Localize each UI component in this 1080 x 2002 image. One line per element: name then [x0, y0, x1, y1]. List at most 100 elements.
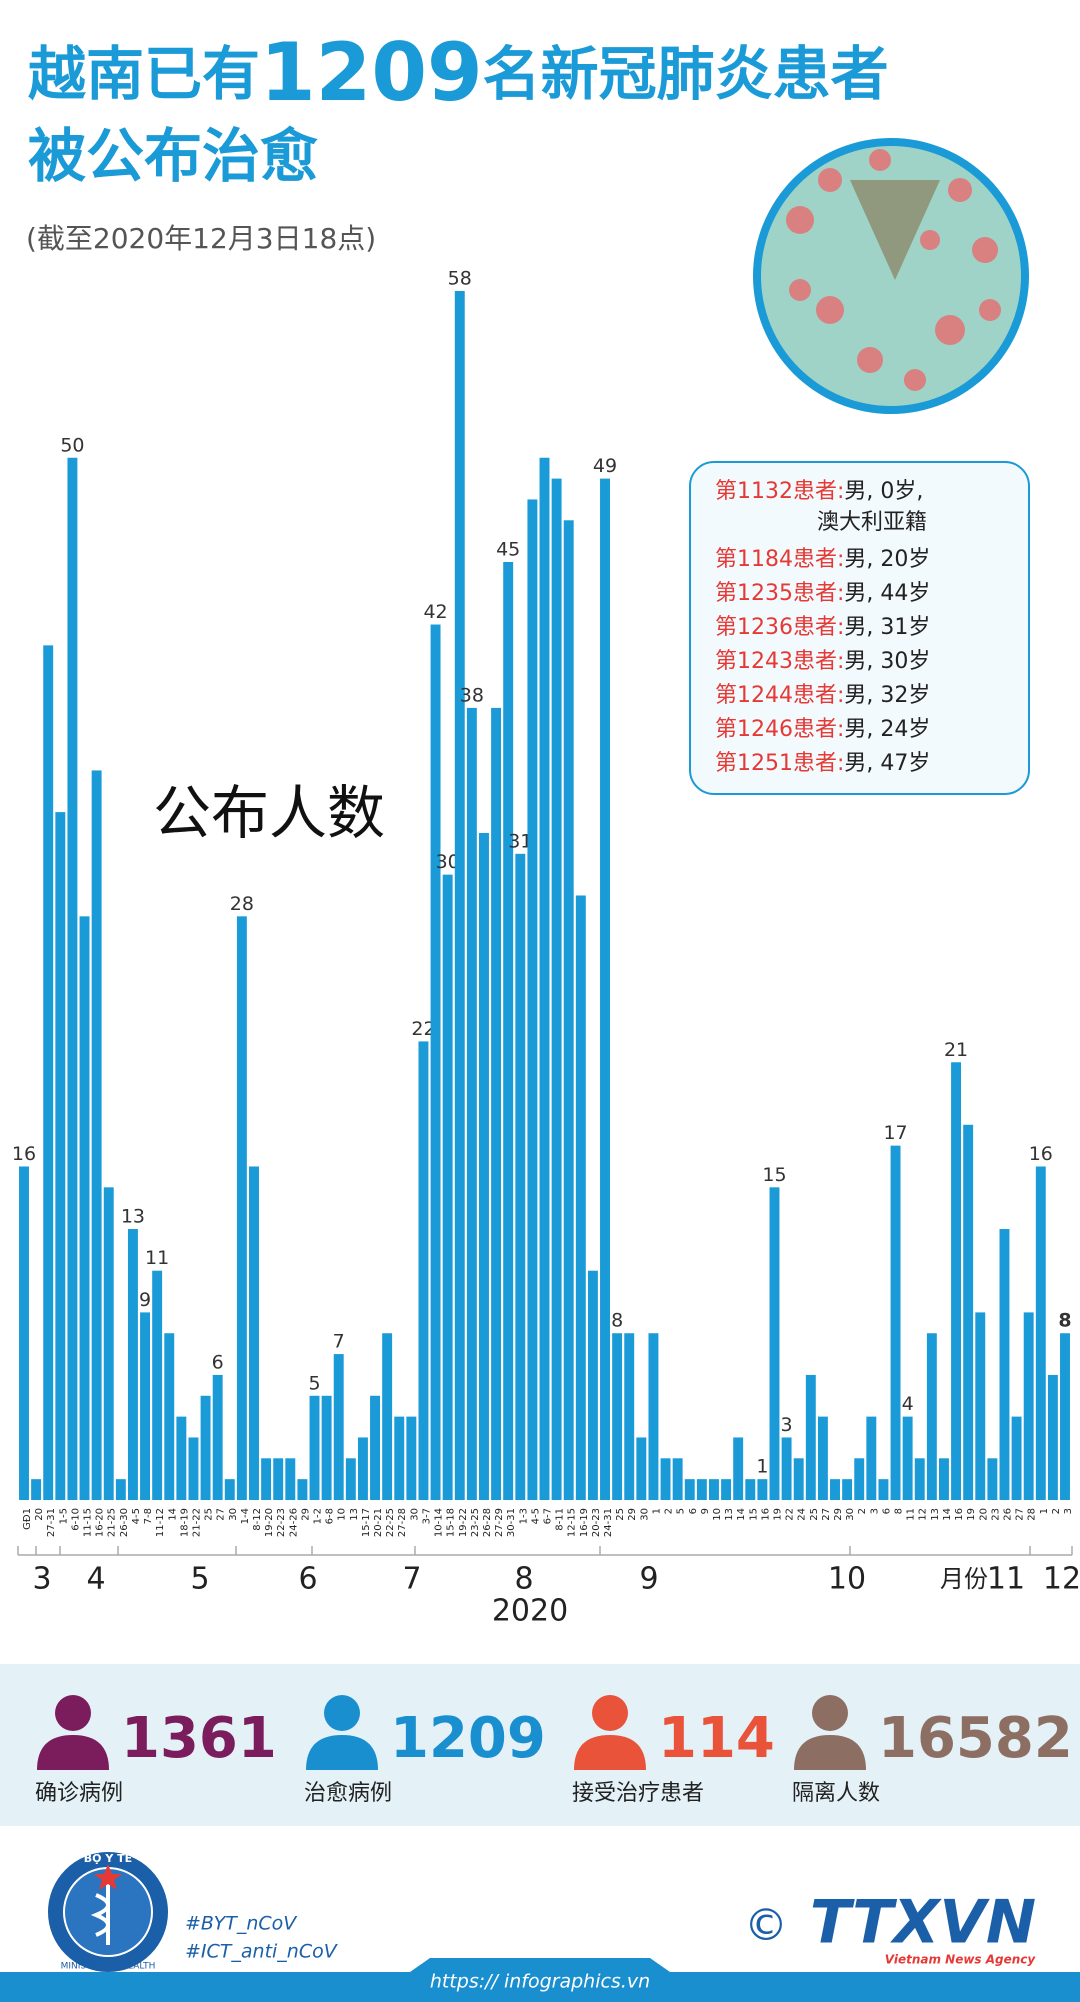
bar	[1035, 1166, 1046, 1500]
bar	[430, 624, 441, 1500]
x-tick-label: 15-17	[361, 1508, 372, 1537]
bar	[575, 895, 586, 1500]
data-label: 3	[781, 1414, 793, 1436]
bar	[987, 1458, 998, 1500]
x-tick-label: 27	[821, 1508, 832, 1521]
bar	[1047, 1374, 1058, 1500]
patient-desc: 男, 24岁	[844, 717, 930, 742]
x-tick-label: 24	[797, 1508, 808, 1521]
virus-image	[753, 138, 1029, 414]
stat-value: 1361	[121, 1706, 277, 1771]
data-label: 8	[611, 1310, 623, 1332]
bottom-bar	[0, 1972, 1080, 2002]
person-icon	[574, 1735, 646, 1770]
x-tick-label: 27-31	[46, 1508, 57, 1537]
x-tick-label: 4-5	[530, 1508, 541, 1524]
x-tick-label: 26-30	[119, 1508, 130, 1537]
x-tick-label: 20	[34, 1508, 45, 1521]
x-tick-label: 11	[906, 1508, 917, 1521]
bar	[600, 478, 610, 1500]
bar	[587, 1270, 598, 1500]
person-icon	[592, 1695, 628, 1731]
bar	[442, 874, 453, 1500]
bar	[878, 1479, 889, 1500]
bar	[793, 1458, 804, 1500]
logo-sub: MINISTRY OF HEALTH	[61, 1962, 156, 1972]
month-label: 12	[1043, 1562, 1080, 1597]
bar	[236, 916, 247, 1500]
x-tick-label: 16	[760, 1508, 771, 1521]
data-label: 17	[883, 1122, 907, 1144]
logo-text: BỘ Y TẾ	[84, 1850, 133, 1865]
x-tick-label: 18-19	[179, 1508, 190, 1537]
data-label: 58	[448, 268, 472, 290]
x-tick-label: 1-3	[518, 1508, 529, 1524]
bar	[285, 1458, 296, 1500]
bar	[382, 1333, 393, 1500]
bar	[164, 1333, 175, 1500]
data-label: 21	[944, 1039, 968, 1061]
bar	[321, 1395, 332, 1500]
bar	[842, 1479, 853, 1500]
x-tick-label: 3	[1063, 1508, 1074, 1514]
data-label: 30	[436, 851, 460, 873]
x-tick-label: 30	[639, 1508, 650, 1521]
stats-band	[0, 1664, 1080, 1826]
title: 越南已有1209名新冠肺炎患者	[28, 26, 889, 119]
x-tick-label: 20	[978, 1508, 989, 1521]
patient-desc: 澳大利亚籍	[817, 510, 927, 535]
x-tick-label: 24-26	[288, 1508, 299, 1537]
x-tick-label: 13	[930, 1508, 941, 1521]
patient-row: 第1243患者:男, 30岁	[715, 649, 930, 674]
x-tick-label: 8-12	[252, 1508, 263, 1531]
data-label: 8	[1058, 1310, 1071, 1332]
x-tick-label: 2	[664, 1508, 675, 1514]
x-tick-label: 15-18	[446, 1508, 457, 1537]
bar	[1060, 1333, 1070, 1500]
x-tick-label: 14	[942, 1508, 953, 1521]
bar	[91, 770, 102, 1500]
chart-annotation: 公布人数	[153, 779, 385, 847]
person-icon	[324, 1695, 360, 1731]
bar	[345, 1458, 356, 1500]
x-tick-label: 1-4	[240, 1508, 251, 1524]
x-tick-label: 23	[990, 1508, 1001, 1521]
bar	[926, 1333, 937, 1500]
patient-desc: 男, 32岁	[844, 683, 930, 708]
bar	[261, 1458, 272, 1500]
x-tick-label: 25	[809, 1508, 820, 1521]
person-icon	[812, 1695, 848, 1731]
bar	[636, 1437, 647, 1500]
bar	[127, 1229, 138, 1500]
bar	[152, 1270, 163, 1500]
url: https:// infographics.vn	[430, 1971, 650, 1993]
bar	[938, 1458, 949, 1500]
bar	[103, 1187, 114, 1500]
x-tick-label: 14	[167, 1508, 178, 1521]
bar	[890, 1145, 901, 1500]
agency-logo: TTXVN	[810, 1888, 1036, 1958]
x-tick-label: 12-15	[567, 1508, 578, 1537]
x-tick-label: 6	[688, 1508, 699, 1514]
bar	[67, 457, 78, 1501]
bar	[176, 1416, 187, 1500]
month-axis-label: 月份	[940, 1565, 988, 1593]
data-label: 22	[411, 1018, 435, 1040]
bar	[503, 561, 514, 1500]
data-label: 31	[508, 830, 532, 852]
bar	[140, 1312, 151, 1500]
bar	[733, 1437, 744, 1500]
x-tick-label: 5	[676, 1508, 687, 1514]
bar	[721, 1479, 732, 1500]
bar	[684, 1479, 695, 1500]
patient-desc: 男, 31岁	[844, 615, 930, 640]
bar	[830, 1479, 840, 1500]
x-tick-label: 30	[409, 1508, 420, 1521]
copyright: ©	[744, 1900, 788, 1951]
patient-row: 第1244患者:男, 32岁	[715, 683, 930, 708]
patient-id: 第1235患者:	[715, 581, 844, 606]
month-label: 5	[190, 1562, 209, 1597]
x-tick-label: 19-20	[264, 1508, 275, 1537]
bar	[769, 1187, 780, 1500]
